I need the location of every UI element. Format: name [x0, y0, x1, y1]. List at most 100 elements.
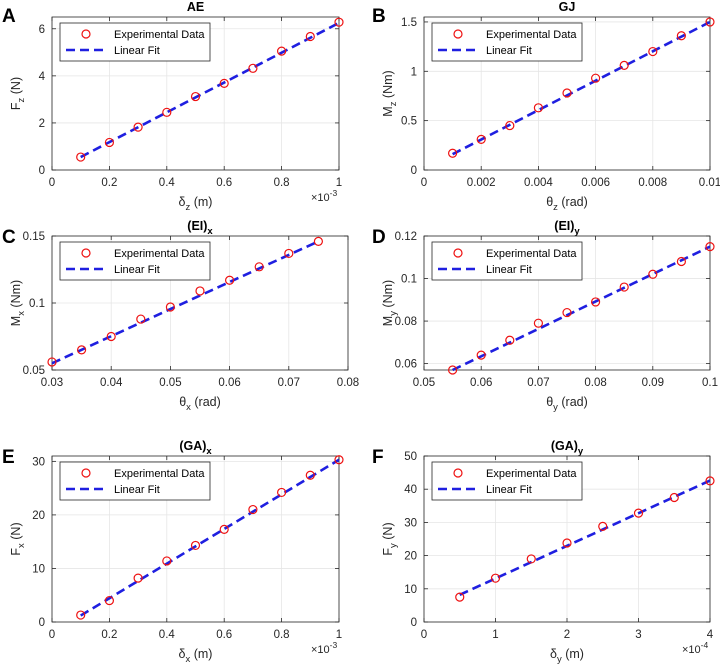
- x-tick-label: 0.05: [413, 377, 435, 389]
- x-tick-label: 0.06: [218, 377, 240, 389]
- data-point: [705, 17, 715, 27]
- y-tick-label: 40: [404, 484, 417, 496]
- data-point: [277, 46, 287, 56]
- y-tick-label: 20: [404, 551, 417, 563]
- y-tick-label: 6: [39, 24, 45, 36]
- y-axis-label: Fz (N): [9, 77, 27, 110]
- legend-label-fit: Linear Fit: [486, 264, 532, 276]
- data-point: [219, 524, 229, 534]
- legend-marker-experimental: [453, 468, 463, 478]
- legend-marker-experimental: [81, 468, 91, 478]
- panel-d: D (EI)y 0.05 0.06 0.07 0.08 0.09 0.1 0.06 0.08 0.1…: [372, 219, 718, 413]
- axes-box: [423, 16, 711, 171]
- data-point: [104, 137, 115, 148]
- panel-letter: E: [2, 447, 15, 468]
- legend-label-experimental: Experimental Data: [486, 29, 577, 41]
- data-point: [676, 256, 687, 267]
- legend-marker-experimental: [81, 29, 91, 39]
- x-exponent-label: ×10-3: [311, 188, 338, 204]
- y-tick-label: 0: [411, 617, 417, 629]
- y-tick-label: 0: [39, 165, 45, 177]
- panel-letter: B: [372, 6, 386, 27]
- x-tick-label: 0: [421, 629, 427, 641]
- x-tick-label: 1: [336, 629, 342, 641]
- legend-label-fit: Linear Fit: [114, 45, 160, 57]
- data-point: [476, 350, 486, 360]
- data-point: [334, 455, 344, 465]
- legend-box: [431, 461, 583, 501]
- panel-title: GJ: [559, 0, 576, 14]
- x-exponent-label: ×10-4: [682, 640, 709, 656]
- data-point: [334, 17, 344, 27]
- legend-label-experimental: Experimental Data: [486, 468, 577, 480]
- data-point: [705, 242, 715, 252]
- data-point: [448, 148, 458, 158]
- x-tick-label: 3: [635, 629, 641, 641]
- linear-fit-line: [452, 20, 711, 156]
- x-exponent-label: ×10-3: [311, 640, 338, 656]
- legend-box: [59, 461, 211, 501]
- x-tick-label: 0.08: [584, 377, 606, 389]
- axes-box: [51, 455, 340, 623]
- data-point: [47, 357, 57, 367]
- legend-label-experimental: Experimental Data: [114, 468, 205, 480]
- y-tick-label: 0.15: [23, 231, 45, 243]
- y-tick-label: 30: [404, 517, 417, 529]
- panel-letter: F: [372, 447, 384, 468]
- data-point: [284, 248, 294, 259]
- x-tick-label: 0.1: [702, 377, 718, 389]
- data-point: [590, 73, 601, 83]
- panel-letter: C: [2, 227, 16, 248]
- y-tick-label: 50: [404, 451, 417, 463]
- data-point: [448, 365, 458, 375]
- x-tick-label: 0.6: [216, 629, 232, 641]
- legend-box: [431, 22, 583, 62]
- x-tick-label: 0.2: [101, 629, 117, 641]
- data-point: [533, 103, 544, 113]
- x-tick-label: 1: [336, 177, 342, 189]
- x-axis-label: θy (rad): [546, 395, 588, 413]
- legend-box: [431, 241, 583, 281]
- data-point: [219, 78, 229, 88]
- data-point: [648, 269, 658, 279]
- panel-title: (GA)y: [551, 439, 584, 457]
- data-point: [505, 120, 515, 131]
- data-point: [505, 335, 515, 345]
- y-tick-label: 1.5: [401, 17, 417, 29]
- y-tick-label: 0: [39, 617, 45, 629]
- data-point: [562, 307, 572, 318]
- x-axis-label: δy (m): [550, 647, 584, 665]
- linear-fit-line: [80, 458, 340, 617]
- legend-box: [59, 22, 211, 62]
- legend-marker-experimental: [81, 248, 91, 258]
- legend-label-fit: Linear Fit: [486, 45, 532, 57]
- data-point: [190, 540, 201, 551]
- data-point: [195, 286, 205, 296]
- y-tick-label: 0.08: [395, 316, 417, 328]
- legend-marker-experimental: [453, 248, 463, 258]
- x-tick-label: 2: [564, 629, 570, 641]
- y-tick-label: 0.06: [395, 359, 417, 371]
- panel-letter: D: [372, 227, 386, 248]
- axes-box: [423, 235, 711, 371]
- panel-letter: A: [2, 6, 16, 27]
- x-tick-label: 0.8: [274, 629, 290, 641]
- data-point: [76, 152, 86, 162]
- y-tick-label: 2: [39, 118, 45, 130]
- panel-title: (EI)y: [554, 219, 580, 237]
- y-tick-label: 1: [411, 66, 417, 78]
- y-tick-label: 10: [404, 584, 417, 596]
- legend: Experimental Data Linear Fit: [59, 22, 211, 62]
- x-tick-label: 0: [421, 177, 427, 189]
- x-tick-label: 0.8: [274, 177, 290, 189]
- y-tick-label: 0.12: [395, 231, 417, 243]
- data-point: [254, 262, 264, 272]
- x-tick-label: 0.07: [278, 377, 300, 389]
- linear-fit-line: [452, 245, 711, 372]
- x-tick-label: 0: [49, 177, 55, 189]
- legend-label-fit: Linear Fit: [486, 484, 532, 496]
- data-point: [225, 275, 235, 285]
- panel-title: (EI)x: [187, 219, 213, 237]
- panel-c: C (EI)x 0.03 0.04 0.05 0.06 0.07 0.08 0.05 0.1 0.1…: [2, 219, 359, 413]
- linear-fit-line: [459, 479, 711, 596]
